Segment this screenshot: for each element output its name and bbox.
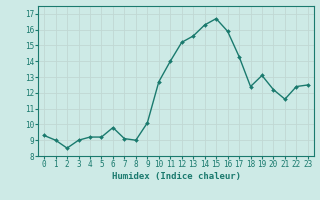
X-axis label: Humidex (Indice chaleur): Humidex (Indice chaleur) (111, 172, 241, 181)
